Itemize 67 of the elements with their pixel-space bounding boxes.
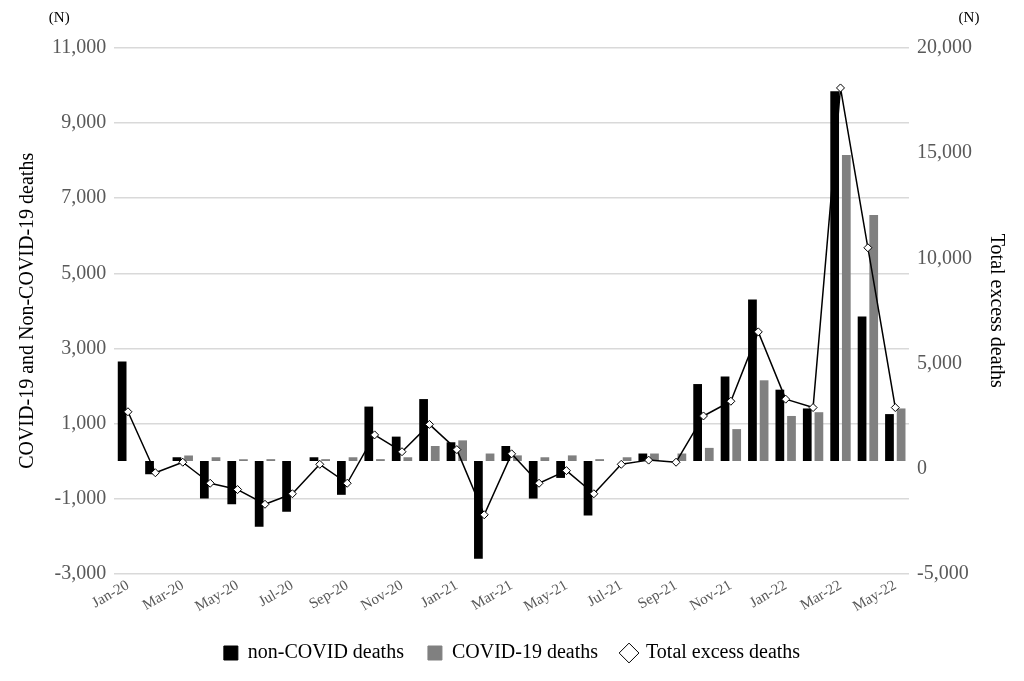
point bbox=[342, 478, 352, 488]
point bbox=[315, 459, 325, 469]
bar bbox=[184, 455, 193, 462]
bar bbox=[430, 446, 440, 462]
y2-tick-label: 5,000 bbox=[917, 350, 962, 373]
bar bbox=[857, 316, 867, 462]
point bbox=[698, 411, 708, 421]
y2-tick-label: 10,000 bbox=[917, 245, 972, 268]
y2-axis-title: Total excess deaths bbox=[986, 233, 1009, 389]
bar bbox=[732, 429, 742, 462]
bar bbox=[567, 455, 577, 462]
y-tick-label: -1,000 bbox=[54, 485, 107, 508]
bar bbox=[403, 457, 413, 462]
bar bbox=[348, 457, 358, 462]
y2-tick-label: 20,000 bbox=[917, 35, 972, 58]
point bbox=[534, 478, 544, 488]
bar bbox=[540, 457, 550, 462]
point bbox=[233, 485, 243, 495]
legend-label: Total excess deaths bbox=[646, 640, 801, 663]
y2-tick-label: -5,000 bbox=[917, 560, 969, 583]
bar bbox=[841, 155, 851, 462]
point bbox=[835, 83, 845, 93]
y2-tick-label: 15,000 bbox=[917, 140, 972, 163]
point bbox=[260, 499, 270, 509]
legend-label: COVID-19 deaths bbox=[451, 640, 599, 663]
bar bbox=[787, 415, 796, 462]
point bbox=[397, 447, 407, 457]
point bbox=[370, 430, 380, 440]
text: (N) bbox=[48, 9, 70, 27]
point bbox=[890, 403, 900, 413]
point bbox=[150, 468, 160, 478]
y-tick-label: 9,000 bbox=[61, 110, 107, 133]
y-tick-label: 1,000 bbox=[61, 410, 107, 433]
point bbox=[589, 489, 599, 499]
bar bbox=[211, 457, 221, 462]
point bbox=[644, 455, 654, 465]
point bbox=[424, 419, 434, 429]
point bbox=[205, 478, 215, 488]
text: (N) bbox=[958, 9, 980, 27]
point bbox=[863, 243, 873, 253]
bar bbox=[885, 414, 894, 462]
bar bbox=[622, 457, 632, 462]
legend-label: non-COVID deaths bbox=[247, 640, 405, 663]
bar bbox=[896, 408, 906, 462]
bar bbox=[704, 447, 714, 462]
bar bbox=[869, 215, 879, 462]
y-tick-label: 7,000 bbox=[61, 185, 107, 208]
bar bbox=[814, 412, 824, 462]
point bbox=[178, 457, 188, 467]
bar bbox=[759, 380, 769, 462]
y2-tick-label: 0 bbox=[917, 455, 927, 478]
y-tick-label: 11,000 bbox=[51, 35, 107, 58]
point bbox=[561, 466, 571, 476]
point bbox=[726, 396, 736, 406]
point bbox=[507, 449, 517, 459]
point bbox=[479, 510, 489, 520]
point bbox=[671, 457, 681, 467]
point bbox=[123, 407, 133, 417]
y-tick-label: 3,000 bbox=[61, 335, 107, 358]
point bbox=[287, 489, 297, 499]
y-axis-title: COVID-19 and Non-COVID-19 deaths bbox=[15, 152, 38, 469]
y-tick-label: 5,000 bbox=[61, 260, 107, 283]
point bbox=[753, 327, 763, 337]
point bbox=[808, 403, 818, 413]
point bbox=[616, 459, 626, 469]
point bbox=[781, 394, 791, 404]
point bbox=[452, 445, 462, 455]
